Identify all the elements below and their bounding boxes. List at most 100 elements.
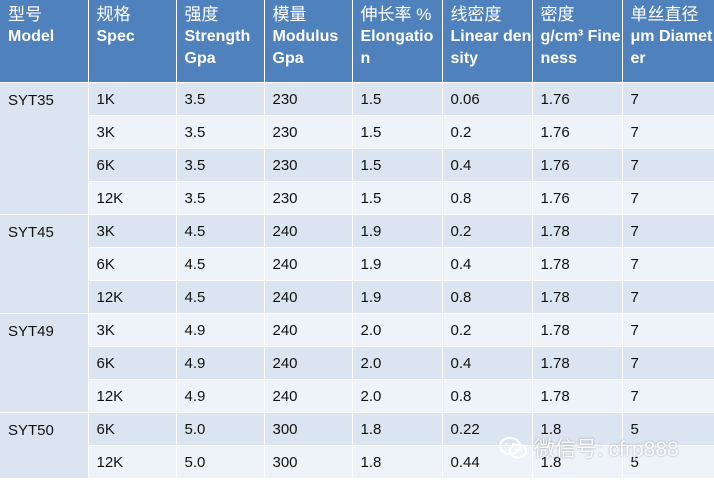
table-cell: 0.8 — [442, 379, 533, 413]
table-cell: 4.5 — [176, 247, 265, 281]
table-cell: 1K — [88, 82, 177, 116]
column-header-zh: 规格 — [96, 5, 131, 24]
table-cell: 5 — [622, 412, 714, 446]
table-cell: 3K — [88, 214, 177, 248]
table-cell: 0.4 — [442, 247, 533, 281]
table-cell: 7 — [622, 148, 714, 182]
table-cell: 240 — [264, 313, 353, 347]
table-cell: 1.78 — [532, 247, 623, 281]
table-row: 12K 4.9 240 2.0 0.8 1.78 7 — [0, 379, 714, 413]
table-cell: 6K — [88, 412, 177, 446]
column-header-zh: 密度 — [540, 5, 575, 24]
column-header: 线密度 Linear density — [442, 0, 533, 83]
column-header-zh: 模量 — [272, 5, 307, 24]
column-header-zh: 线密度 — [450, 5, 502, 24]
table-cell: 3K — [88, 115, 177, 149]
table-cell: 230 — [264, 82, 353, 116]
table-cell: 7 — [622, 346, 714, 380]
column-header-zh: 伸长率 % — [360, 5, 432, 24]
table-cell: 7 — [622, 115, 714, 149]
table-cell: 1.76 — [532, 82, 623, 116]
column-header: 规格 Spec — [88, 0, 177, 83]
table-cell: 2.0 — [352, 346, 443, 380]
table-cell: 300 — [264, 412, 353, 446]
table-body: SYT35 1K 3.5 230 1.5 0.06 1.76 7 3K 3.5 230 1.5 0.2 1… — [0, 82, 714, 479]
table-row: 6K 4.9 240 2.0 0.4 1.78 7 — [0, 346, 714, 380]
column-header-en: g/cm³ Fineness — [540, 28, 621, 67]
table-cell: 2.0 — [352, 313, 443, 347]
column-header-en: Spec — [96, 28, 135, 45]
table-cell: 2.0 — [352, 379, 443, 413]
table-cell: 4.5 — [176, 214, 265, 248]
table-cell: 3K — [88, 313, 177, 347]
table-row: 12K 4.5 240 1.9 0.8 1.78 7 — [0, 280, 714, 314]
table-cell: 12K — [88, 379, 177, 413]
table-cell: 1.5 — [352, 115, 443, 149]
table-cell: 300 — [264, 445, 353, 479]
table-cell: 4.9 — [176, 379, 265, 413]
column-header-zh: 型号 — [8, 5, 42, 24]
table-cell: 7 — [622, 181, 714, 215]
table-cell: 0.2 — [442, 214, 533, 248]
table-cell: 3.5 — [176, 82, 265, 116]
table-row: 6K 4.5 240 1.9 0.4 1.78 7 — [0, 247, 714, 281]
table-cell: 0.4 — [442, 346, 533, 380]
table-cell: 7 — [622, 247, 714, 281]
table-cell: 1.5 — [352, 181, 443, 215]
table-cell: 7 — [622, 214, 714, 248]
column-header-en: Model — [8, 28, 55, 45]
column-header-en: Strength Gpa — [184, 28, 251, 67]
table-cell: 5.0 — [176, 445, 265, 479]
table-row: SYT35 1K 3.5 230 1.5 0.06 1.76 7 — [0, 82, 714, 215]
table-cell: 12K — [88, 445, 177, 479]
watermark-text: 微信号: cfrp888 — [534, 438, 679, 461]
table-cell: 0.8 — [442, 181, 533, 215]
table-cell: 1.5 — [352, 82, 443, 116]
column-header: 密度 g/cm³ Fineness — [532, 0, 623, 83]
table-cell: 6K — [88, 247, 177, 281]
table-cell: 3.5 — [176, 181, 265, 215]
table-cell: 4.9 — [176, 346, 265, 380]
table-cell: 1.5 — [352, 148, 443, 182]
table-cell: 1.76 — [532, 115, 623, 149]
table-cell: 1.8 — [532, 445, 623, 479]
table-cell: 240 — [264, 379, 353, 413]
model-cell: SYT50 — [0, 412, 89, 479]
wechat-icon — [498, 436, 528, 460]
column-header-en: μm Diameter — [630, 28, 713, 67]
table-row: SYT49 3K 4.9 240 2.0 0.2 1.78 7 — [0, 313, 714, 413]
table-cell: 3.5 — [176, 148, 265, 182]
table-cell: 0.06 — [442, 82, 533, 116]
model-cell: SYT45 — [0, 214, 89, 314]
table-cell: 0.8 — [442, 280, 533, 314]
table-cell: 5.0 — [176, 412, 265, 446]
table-cell: 1.9 — [352, 214, 443, 248]
table-row: SYT50 6K 5.0 300 1.8 0.22 1.8 5 — [0, 412, 714, 479]
column-header: 伸长率 % Elongatio n — [352, 0, 443, 83]
table-cell: 7 — [622, 82, 714, 116]
table-cell: 7 — [622, 313, 714, 347]
table-cell: 0.4 — [442, 148, 533, 182]
table-row: 12K 5.0 300 1.8 0.44 1.8 5 — [0, 445, 714, 479]
table-cell: 240 — [264, 346, 353, 380]
watermark: 微信号: cfrp888 — [498, 433, 679, 463]
table-cell: 0.2 — [442, 115, 533, 149]
table-cell: 1.78 — [532, 346, 623, 380]
header-row: 型号 Model 规格 Spec 强度 Strength Gpa 模量 Modulus Gpa… — [0, 0, 714, 83]
table-cell: 230 — [264, 148, 353, 182]
table-cell: 1.76 — [532, 148, 623, 182]
table-row: SYT45 3K 4.5 240 1.9 0.2 1.78 7 — [0, 214, 714, 314]
table-cell: 240 — [264, 247, 353, 281]
table-cell: 5 — [622, 445, 714, 479]
table-cell: 6K — [88, 346, 177, 380]
table-cell: 1.78 — [532, 313, 623, 347]
column-header-zh: 强度 — [184, 5, 219, 24]
table-row: 6K 3.5 230 1.5 0.4 1.76 7 — [0, 148, 714, 182]
table-cell: 1.78 — [532, 280, 623, 314]
table-cell: 1.8 — [352, 445, 443, 479]
column-header: 单丝直径 μm Diameter — [622, 0, 714, 83]
model-cell: SYT35 — [0, 82, 89, 215]
table-cell: 4.5 — [176, 280, 265, 314]
